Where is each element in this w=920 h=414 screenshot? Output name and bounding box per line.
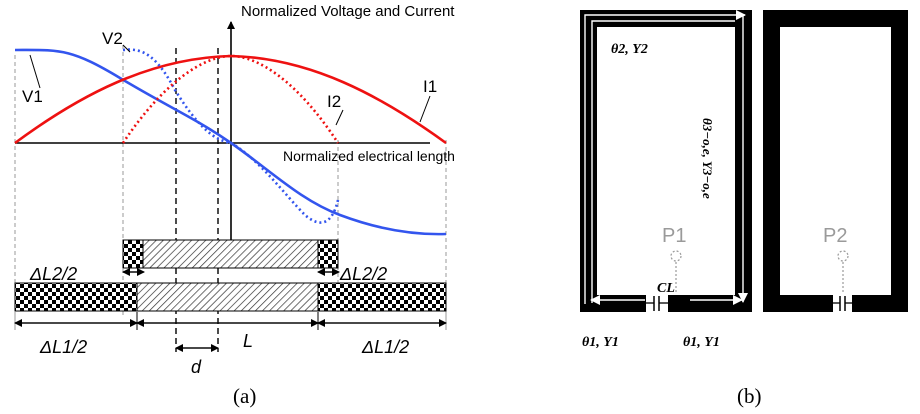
current-path-outer: [584, 10, 746, 304]
x-axis-label: Normalized electrical length: [283, 148, 455, 164]
caption-b: (b): [737, 384, 762, 408]
label-dl2-left: ΔL2/2: [29, 264, 77, 284]
strip-top-checker-right: [317, 239, 339, 269]
label-theta2: θ2, Y2: [611, 42, 648, 57]
label-p1: P1: [662, 225, 686, 247]
label-theta3: θ3−o,e, Y3−o,e: [700, 118, 715, 199]
label-L: L: [243, 331, 253, 351]
label-dl2-right: ΔL2/2: [339, 264, 387, 284]
current-path-inner: [591, 20, 735, 303]
resonator-2: [763, 10, 908, 312]
chart-title: Normalized Voltage and Current: [241, 3, 455, 20]
label-theta1-left: θ1, Y1: [582, 335, 619, 350]
label-i2: I2: [327, 92, 341, 111]
curve-i2: [121, 54, 340, 144]
label-i1: I1: [423, 77, 437, 96]
panel-a: Normalized Voltage and Current Normalize…: [14, 3, 455, 408]
caption-a: (a): [233, 384, 256, 408]
label-v2: V2: [102, 29, 123, 48]
strip-top-hatched: [142, 239, 319, 269]
panel-b: θ2, Y2 θ3−o,e, Y3−o,e P1 P2 CL θ1, Y1 θ1…: [580, 10, 908, 408]
leader-i1: [419, 95, 431, 123]
leader-v2: [122, 44, 131, 53]
strip-top-checker-left: [122, 239, 144, 269]
cap-gap-fill: [646, 295, 668, 312]
label-v1: V1: [22, 87, 43, 106]
label-dl1-left: ΔL1/2: [39, 337, 87, 357]
port-2-circle: [837, 250, 849, 262]
label-p2: P2: [823, 225, 847, 247]
label-theta1-right: θ1, Y1: [683, 335, 720, 350]
label-d: d: [191, 357, 202, 377]
leader-v1: [29, 54, 41, 89]
resonator-1: [580, 10, 752, 312]
label-cl: CL: [657, 281, 675, 296]
strip-bottom-hatched: [136, 282, 319, 312]
port-1-circle: [670, 250, 682, 262]
leader-i2: [335, 109, 344, 126]
curve-i1: [14, 54, 447, 145]
strip-bottom-checker-left: [14, 282, 138, 312]
curve-v1: [14, 48, 447, 236]
strip-bottom-checker-right: [317, 282, 447, 312]
label-dl1-right: ΔL1/2: [361, 337, 409, 357]
